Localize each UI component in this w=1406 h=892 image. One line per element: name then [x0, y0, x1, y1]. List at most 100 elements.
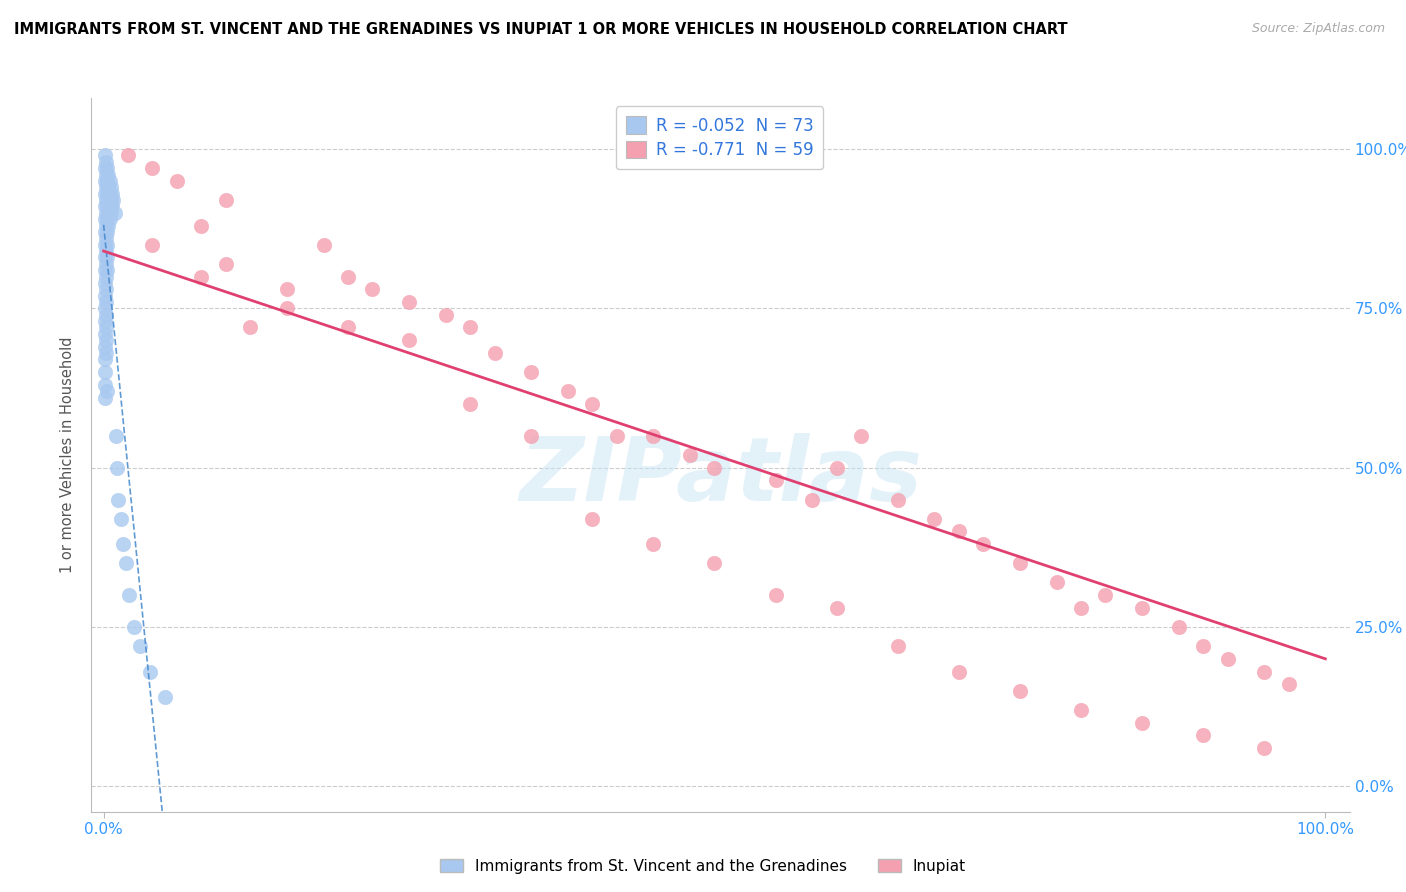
Point [141, 237, 163, 252]
Point [520, 365, 543, 379]
Point [94, 257, 117, 271]
Point [105, 460, 128, 475]
Point [948, 665, 970, 679]
Point [94, 154, 117, 169]
Point [97, 193, 120, 207]
Point [765, 588, 787, 602]
Text: IMMIGRANTS FROM ST. VINCENT AND THE GRENADINES VS INUPIAT 1 OR MORE VEHICLES IN : IMMIGRANTS FROM ST. VINCENT AND THE GREN… [14, 22, 1067, 37]
Point [1045, 575, 1067, 590]
Point [1216, 652, 1239, 666]
Point [94, 148, 117, 162]
Text: Source: ZipAtlas.com: Source: ZipAtlas.com [1251, 22, 1385, 36]
Point [114, 556, 136, 570]
Point [94, 225, 117, 239]
Point [96, 161, 118, 176]
Point [520, 429, 543, 443]
Point [276, 282, 298, 296]
Point [239, 320, 262, 334]
Point [96, 174, 118, 188]
Point [104, 206, 127, 220]
Point [94, 352, 117, 367]
Point [1253, 741, 1275, 756]
Point [606, 429, 628, 443]
Point [139, 665, 162, 679]
Point [94, 237, 117, 252]
Point [103, 193, 125, 207]
Point [94, 269, 117, 284]
Point [276, 301, 298, 316]
Point [104, 429, 127, 443]
Point [122, 620, 145, 634]
Point [679, 448, 702, 462]
Point [94, 276, 117, 290]
Point [849, 429, 872, 443]
Point [94, 346, 117, 360]
Point [94, 219, 117, 233]
Point [484, 346, 506, 360]
Legend: R = -0.052  N = 73, R = -0.771  N = 59: R = -0.052 N = 73, R = -0.771 N = 59 [616, 106, 824, 169]
Point [972, 537, 994, 551]
Point [110, 511, 132, 525]
Point [101, 199, 124, 213]
Point [94, 365, 117, 379]
Point [94, 263, 117, 277]
Point [190, 269, 212, 284]
Point [94, 301, 117, 316]
Point [97, 206, 120, 220]
Point [215, 193, 238, 207]
Point [1167, 620, 1189, 634]
Point [96, 186, 118, 201]
Point [94, 231, 117, 245]
Point [703, 460, 725, 475]
Point [643, 537, 665, 551]
Point [94, 168, 117, 182]
Point [924, 511, 946, 525]
Point [458, 397, 481, 411]
Point [458, 320, 481, 334]
Point [96, 263, 118, 277]
Point [98, 199, 121, 213]
Text: ZIPatlas: ZIPatlas [519, 433, 922, 520]
Point [1008, 556, 1031, 570]
Point [581, 397, 603, 411]
Point [97, 219, 120, 233]
Point [101, 186, 124, 201]
Point [94, 314, 117, 328]
Point [581, 511, 603, 525]
Point [948, 524, 970, 539]
Point [1070, 703, 1092, 717]
Point [1130, 600, 1153, 615]
Point [361, 282, 384, 296]
Point [94, 193, 117, 207]
Point [1192, 728, 1215, 742]
Point [94, 282, 117, 296]
Point [96, 225, 118, 239]
Point [434, 308, 457, 322]
Point [107, 492, 129, 507]
Point [94, 161, 117, 176]
Point [94, 251, 117, 265]
Point [765, 474, 787, 488]
Point [100, 206, 122, 220]
Point [112, 537, 135, 551]
Point [96, 212, 118, 227]
Point [94, 174, 117, 188]
Point [141, 161, 163, 176]
Point [1192, 639, 1215, 653]
Y-axis label: 1 or more Vehicles in Household: 1 or more Vehicles in Household [60, 336, 76, 574]
Point [825, 460, 848, 475]
Point [100, 180, 122, 194]
Point [557, 384, 579, 399]
Point [94, 186, 117, 201]
Point [98, 174, 121, 188]
Point [1094, 588, 1116, 602]
Point [94, 180, 117, 194]
Point [643, 429, 665, 443]
Point [94, 288, 117, 302]
Point [129, 639, 152, 653]
Point [94, 206, 117, 220]
Point [1070, 600, 1092, 615]
Point [94, 326, 117, 341]
Point [825, 600, 848, 615]
Point [96, 199, 118, 213]
